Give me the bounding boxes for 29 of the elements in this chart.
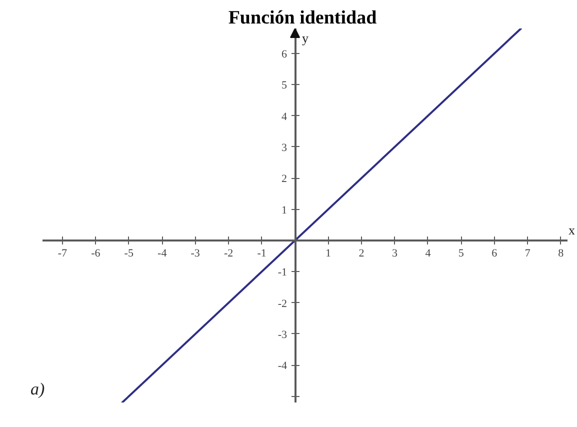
y-tick-label: -2 bbox=[278, 298, 288, 310]
y-tick-label: 4 bbox=[282, 110, 288, 123]
annotation: a) bbox=[30, 380, 45, 398]
x-tick-label: 2 bbox=[358, 247, 364, 260]
y-tick-label: 5 bbox=[282, 80, 288, 92]
y-axis-title: y bbox=[302, 30, 310, 46]
y-tick-label: -4 bbox=[278, 360, 288, 372]
x-tick-label: -1 bbox=[257, 247, 266, 260]
y-tick-label: 2 bbox=[282, 173, 288, 186]
y-tick-label: 3 bbox=[282, 142, 288, 154]
x-tick-label: -4 bbox=[158, 247, 168, 260]
y-tick-label: -1 bbox=[278, 266, 288, 279]
x-tick-label: 8 bbox=[558, 247, 564, 260]
x-tick-label: 5 bbox=[458, 247, 464, 260]
x-tick-label: -5 bbox=[124, 247, 134, 260]
x-axis-title: x bbox=[568, 222, 576, 238]
x-tick-label: 3 bbox=[392, 247, 398, 260]
x-tick-label: 6 bbox=[492, 247, 498, 260]
x-tick-label: 7 bbox=[524, 247, 531, 260]
x-tick-label: -6 bbox=[91, 247, 101, 260]
x-tick-label: -2 bbox=[224, 247, 234, 260]
y-tick-label: -3 bbox=[278, 328, 288, 341]
y-tick-label: 6 bbox=[282, 48, 288, 60]
chart-title: Función identidad bbox=[228, 8, 378, 28]
y-tick-label: 1 bbox=[282, 204, 288, 216]
x-tick-label: -7 bbox=[58, 247, 68, 260]
x-tick-label: 4 bbox=[425, 247, 432, 260]
x-tick-label: 1 bbox=[326, 247, 332, 260]
x-tick-label: -3 bbox=[190, 247, 200, 260]
